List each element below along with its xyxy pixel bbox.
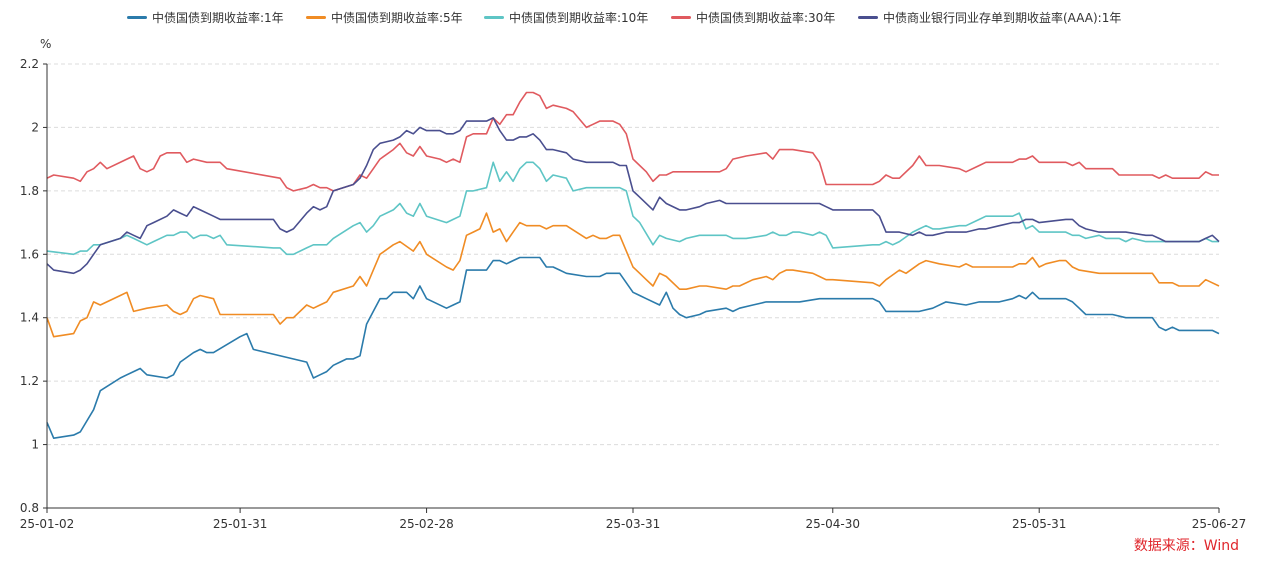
legend-label: 中债国债到期收益率:5年 (331, 10, 463, 25)
x-tick-label: 25-04-30 (806, 517, 860, 531)
y-axis-ticks: 0.8 1 1.2 1.4 1.6 1.8 2 2.2 (20, 57, 47, 515)
x-tick-label: 25-01-02 (20, 517, 74, 531)
series-line-2 (46, 212, 1220, 338)
legend-item-1[interactable]: 中债国债到期收益率:1年 (127, 10, 284, 25)
legend-item-3[interactable]: 中债国债到期收益率:10年 (484, 10, 648, 25)
legend-swatch (484, 16, 504, 19)
legend-label: 中债国债到期收益率:30年 (696, 10, 835, 25)
legend-swatch (127, 16, 147, 19)
y-tick-label: 1.6 (20, 247, 39, 261)
legend-item-2[interactable]: 中债国债到期收益率:5年 (306, 10, 463, 25)
data-source-note: 数据来源：Wind (1133, 538, 1239, 554)
y-tick-label: 0.8 (20, 501, 39, 515)
x-tick-label: 25-05-31 (1012, 517, 1066, 531)
legend-label: 中债商业银行同业存单到期收益率(AAA):1年 (883, 10, 1121, 25)
series-line-1 (46, 256, 1220, 440)
legend-label: 中债国债到期收益率:10年 (509, 10, 648, 25)
y-axis-unit-label: % (40, 37, 51, 51)
series-line-4 (46, 91, 1219, 192)
series-line-5 (46, 117, 1220, 275)
x-tick-label: 25-01-31 (213, 517, 267, 531)
legend-label: 中债国债到期收益率:1年 (152, 10, 284, 25)
series-line-3 (46, 161, 1219, 256)
y-tick-label: 1.2 (20, 374, 39, 388)
gridlines (47, 63, 1219, 446)
legend-item-5[interactable]: 中债商业银行同业存单到期收益率(AAA):1年 (858, 10, 1121, 25)
x-axis-ticks: 25-01-02 25-01-31 25-02-28 25-03-31 25-04-30… (20, 508, 1246, 531)
y-tick-label: 1 (31, 438, 39, 452)
legend-item-4[interactable]: 中债国债到期收益率:30年 (671, 10, 835, 25)
legend-swatch (306, 16, 326, 19)
y-tick-label: 1.4 (20, 311, 39, 325)
legend-swatch (858, 16, 878, 19)
y-tick-label: 2 (31, 120, 39, 134)
series-lines (46, 91, 1220, 440)
x-tick-label: 25-03-31 (606, 517, 660, 531)
chart-legend: 中债国债到期收益率:1年 中债国债到期收益率:5年 中债国债到期收益率:10年 中债国… (127, 10, 1121, 25)
legend-swatch (671, 16, 691, 19)
x-tick-label: 25-06-27 (1192, 517, 1246, 531)
x-tick-label: 25-02-28 (399, 517, 453, 531)
y-tick-label: 1.8 (20, 184, 39, 198)
y-tick-label: 2.2 (20, 57, 39, 71)
